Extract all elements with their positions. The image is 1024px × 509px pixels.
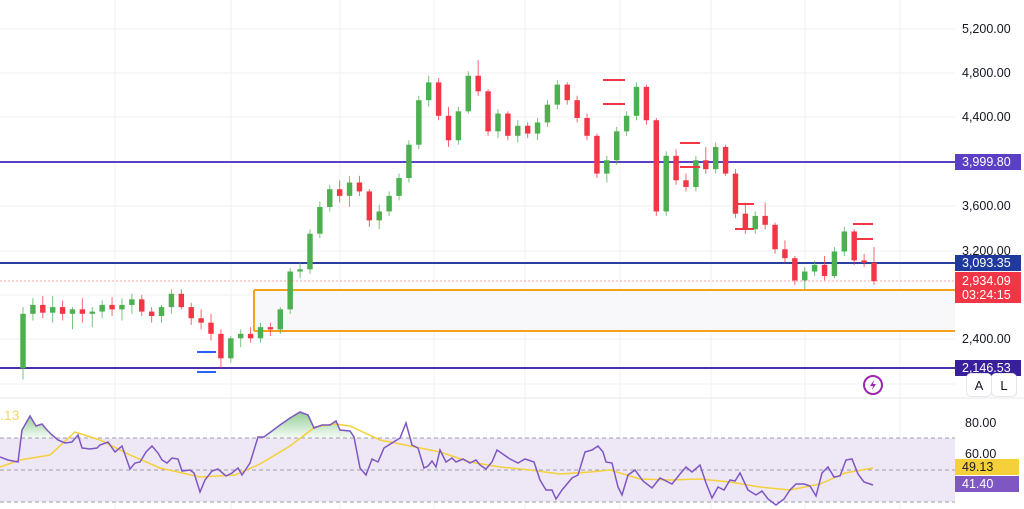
rsi-pane bbox=[0, 411, 955, 506]
svg-text:03:24:15: 03:24:15 bbox=[962, 288, 1011, 302]
candlestick-series bbox=[20, 60, 877, 380]
svg-text:3,999.80: 3,999.80 bbox=[962, 155, 1011, 169]
supply-demand-zone[interactable] bbox=[253, 289, 955, 332]
price-tag-support-2146 bbox=[955, 360, 1021, 376]
price-tag-level-3093 bbox=[955, 255, 1021, 271]
rsi-legend-value-partial: .13 bbox=[0, 407, 20, 423]
swing-markers bbox=[197, 79, 873, 373]
rsi-axis-label: 80.00 bbox=[965, 416, 996, 430]
price-axis-label: 4,400.00 bbox=[962, 110, 1011, 124]
auto-scale-button[interactable]: A bbox=[966, 373, 992, 397]
price-axis-label: 3,600.00 bbox=[962, 199, 1011, 213]
rsi-axis[interactable]: 80.00 60.00 bbox=[965, 416, 996, 461]
rsi-axis-label: 60.00 bbox=[965, 447, 996, 461]
price-tags: 3,999.80 3,093.35 2,146.53 2,934.0903:24:15… bbox=[955, 154, 1021, 492]
price-tag-resistance-3999 bbox=[955, 154, 1021, 170]
svg-text:41.40: 41.40 bbox=[962, 477, 993, 491]
price-axis-label: 3,200.00 bbox=[962, 244, 1011, 258]
lightning-bolt-icon[interactable] bbox=[863, 375, 883, 395]
horizontal-levels[interactable] bbox=[0, 161, 955, 369]
price-axis[interactable]: 5,200.00 4,800.00 4,400.00 3,600.00 3,200.00… bbox=[962, 22, 1011, 346]
log-scale-button[interactable]: L bbox=[991, 373, 1017, 397]
price-axis-label: 2,400.00 bbox=[962, 332, 1011, 346]
current-price-tag bbox=[955, 272, 1021, 303]
price-axis-label: 5,200.00 bbox=[962, 22, 1011, 36]
svg-text:2,934.09: 2,934.09 bbox=[962, 274, 1011, 288]
price-axis-label: 4,800.00 bbox=[962, 66, 1011, 80]
rsi-ma-line bbox=[0, 423, 874, 491]
rsi-ma-value-tag bbox=[955, 459, 1019, 475]
rsi-line bbox=[0, 411, 874, 506]
grid-lines bbox=[0, 0, 955, 509]
zone-fill[interactable] bbox=[254, 290, 955, 331]
rsi-value-tag bbox=[955, 476, 1019, 492]
svg-text:49.13: 49.13 bbox=[962, 460, 993, 474]
svg-text:3,093.35: 3,093.35 bbox=[962, 256, 1011, 270]
svg-text:2,146.53: 2,146.53 bbox=[962, 361, 1011, 375]
